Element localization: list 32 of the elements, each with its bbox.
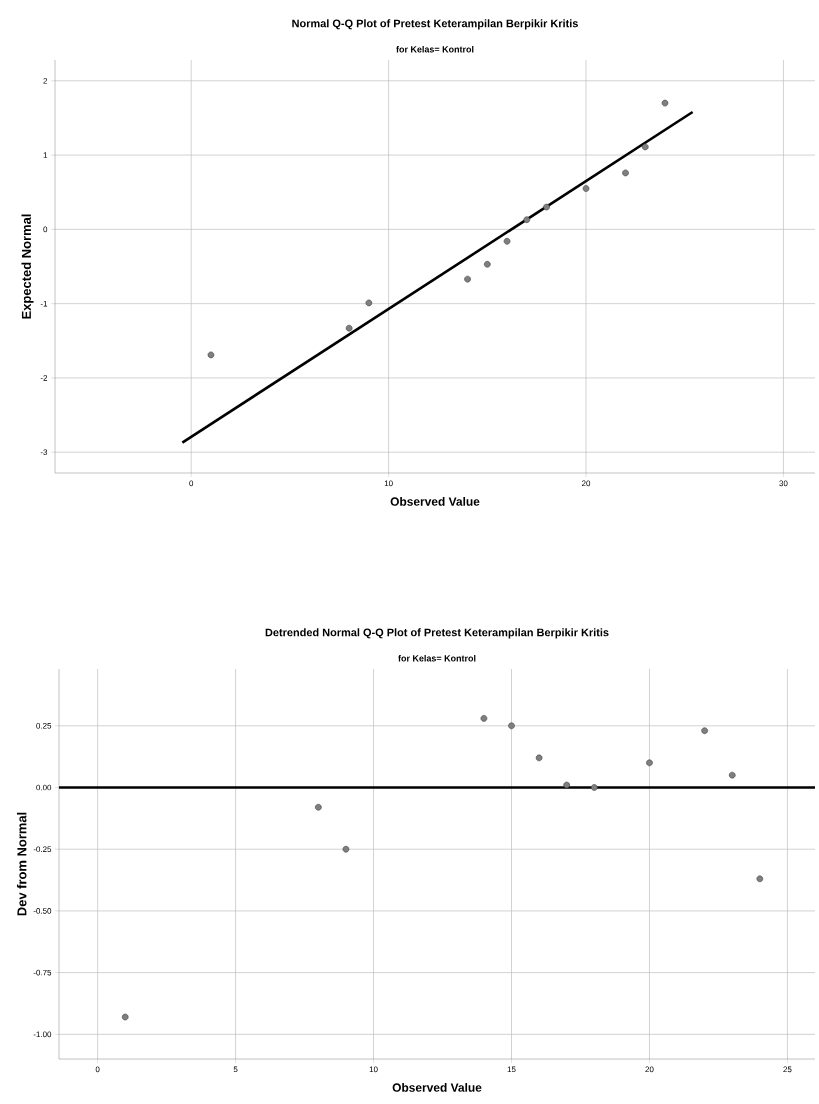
point <box>543 203 550 211</box>
point <box>484 260 491 268</box>
point <box>480 715 488 722</box>
point <box>646 759 653 767</box>
point <box>590 784 598 791</box>
point <box>701 727 708 735</box>
point <box>661 99 669 107</box>
y-axis-title: Expected Normal <box>21 214 34 319</box>
point <box>728 771 736 779</box>
point <box>345 324 353 332</box>
point <box>756 875 764 883</box>
point <box>342 845 350 853</box>
chart-title: Normal Q-Q Plot of Pretest Keterampilan Berpikir Kritis <box>292 19 578 30</box>
x-axis-title: Observed Value <box>392 1083 482 1092</box>
point <box>523 216 531 224</box>
point <box>582 185 590 192</box>
point <box>315 803 322 811</box>
point <box>535 754 543 762</box>
chart-title: Detrended Normal Q-Q Plot of Pretest Keterampilan Berpikir Kritis <box>265 628 609 639</box>
x-axis-title: Observed Value <box>390 497 480 506</box>
point <box>503 237 511 245</box>
point <box>365 299 373 307</box>
point <box>641 143 649 151</box>
point <box>563 781 570 789</box>
point <box>622 169 629 177</box>
point <box>207 351 215 359</box>
point <box>508 722 515 730</box>
point <box>464 275 471 283</box>
chart-subtitle: for Kelas= Kontrol <box>398 654 476 662</box>
chart-subtitle: for Kelas= Kontrol <box>396 45 474 53</box>
point <box>121 1013 129 1021</box>
y-axis-title: Dev from Normal <box>16 812 27 916</box>
